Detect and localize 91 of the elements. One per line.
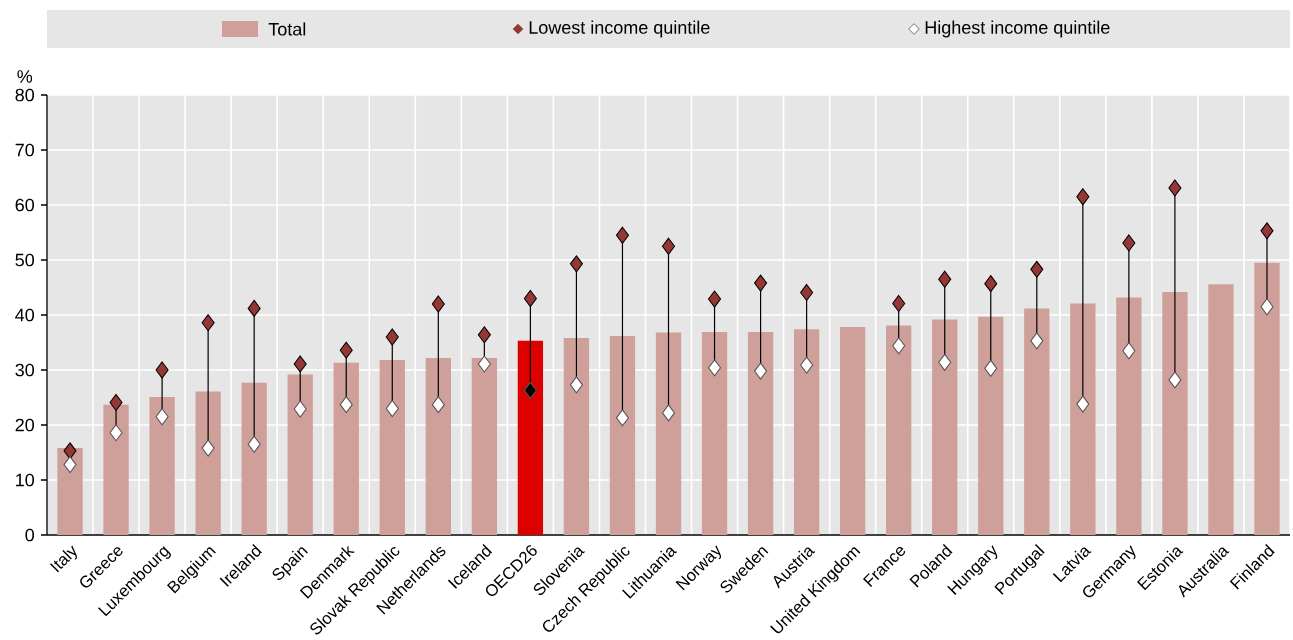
point (339, 341, 353, 359)
y-tick-label: 10 (16, 473, 35, 487)
point (569, 255, 583, 273)
point (63, 456, 77, 474)
bar (333, 362, 359, 535)
y-tick-label: 40 (15, 308, 35, 322)
point (109, 393, 123, 411)
point (800, 283, 814, 301)
point (1122, 234, 1136, 252)
point (1260, 298, 1274, 316)
bar (241, 382, 267, 535)
point (754, 362, 768, 380)
point (201, 314, 215, 332)
point (569, 376, 583, 394)
point (293, 355, 307, 373)
bar (195, 391, 221, 535)
bar (57, 448, 83, 535)
bar (655, 332, 682, 535)
bar (886, 325, 912, 535)
y-tick-label: 30 (15, 363, 35, 377)
point (1076, 188, 1090, 206)
bar (1024, 308, 1050, 535)
point (708, 359, 722, 377)
point (892, 294, 906, 312)
point (523, 289, 537, 308)
point (661, 404, 676, 422)
point (63, 442, 77, 460)
bar (609, 335, 636, 535)
point (800, 356, 814, 374)
y-tick-label: 60 (15, 198, 35, 212)
legend-label: Total (268, 22, 306, 36)
point (477, 326, 491, 344)
point (615, 409, 630, 427)
point (1122, 342, 1136, 360)
bar (747, 332, 774, 535)
point (431, 396, 445, 414)
bar (839, 327, 866, 535)
point (1030, 260, 1044, 278)
point (1030, 332, 1044, 350)
point (385, 328, 399, 346)
y-tick-label: 80 (15, 88, 35, 102)
point (615, 226, 630, 244)
bar (1162, 291, 1188, 535)
point (1168, 371, 1182, 389)
bar (978, 316, 1004, 535)
point (938, 353, 952, 371)
bar (425, 357, 451, 535)
legend-label: Highest income quintile (925, 20, 1110, 38)
y-axis-title: % (17, 70, 33, 83)
point (201, 439, 215, 457)
point (247, 435, 261, 453)
bar (103, 404, 129, 535)
point (984, 359, 998, 377)
point (1260, 222, 1274, 240)
point (661, 237, 676, 255)
legend-label: Lowest income quintile (529, 20, 710, 38)
point (431, 295, 445, 313)
y-tick-label: 20 (15, 418, 35, 432)
bar (563, 338, 590, 535)
bar (379, 360, 405, 535)
bar (1070, 303, 1096, 535)
bar (149, 396, 175, 535)
point (523, 381, 537, 399)
bar (1116, 297, 1142, 535)
point (247, 299, 261, 317)
bar (1208, 284, 1234, 535)
bar (287, 374, 313, 535)
y-tick-label: 50 (15, 253, 35, 267)
point (892, 337, 906, 355)
y-tick-label: 70 (15, 143, 35, 157)
bar (517, 340, 544, 535)
point (754, 274, 768, 292)
point (938, 270, 952, 288)
point (293, 400, 307, 418)
bar (471, 357, 498, 535)
point (708, 290, 722, 308)
bar (793, 329, 820, 535)
y-tick-label: 0 (25, 528, 35, 542)
point (339, 396, 353, 414)
x-tick-label: Italy (49, 545, 77, 573)
point (385, 399, 399, 418)
point (155, 361, 169, 379)
point (984, 275, 998, 293)
point (109, 424, 123, 442)
bar (932, 319, 958, 535)
bar (1254, 262, 1280, 535)
point (1076, 395, 1090, 413)
point (155, 408, 169, 426)
point (477, 355, 491, 373)
point (1168, 179, 1182, 197)
bar (701, 332, 728, 535)
